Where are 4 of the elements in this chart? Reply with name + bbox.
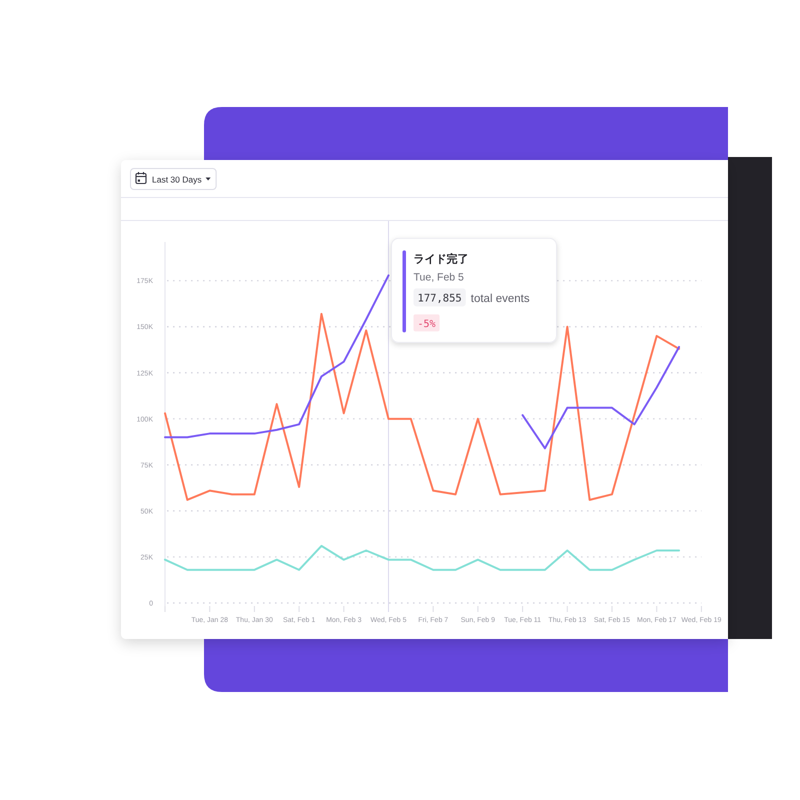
annotation: 177,855 bbox=[418, 292, 462, 304]
annotation: Tue, Feb 5 bbox=[414, 271, 464, 284]
annotation: -5% bbox=[418, 318, 436, 330]
annotation: total events bbox=[470, 292, 530, 305]
